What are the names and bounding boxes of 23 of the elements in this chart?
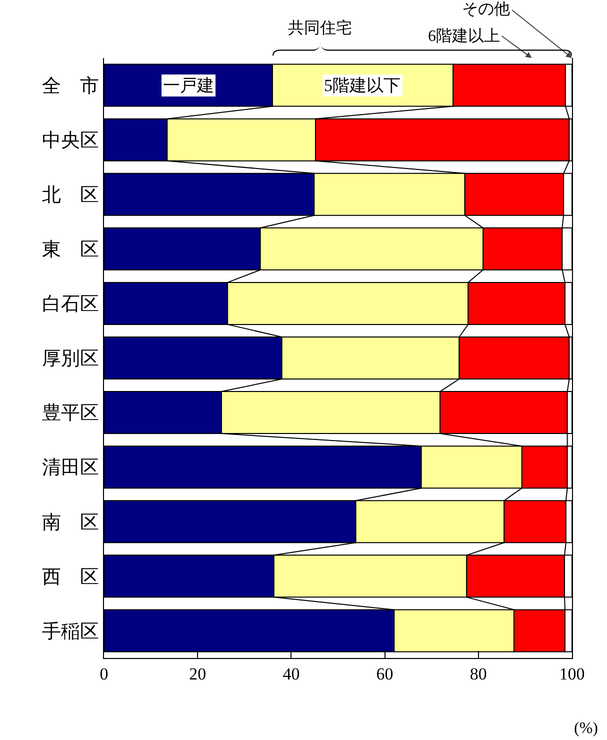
series-label: 一戸建 bbox=[163, 76, 214, 95]
y-tick-label: 南 区 bbox=[42, 512, 100, 534]
series-label: 6階建以上 bbox=[428, 27, 500, 45]
x-tick-label: 20 bbox=[189, 664, 206, 684]
y-tick-label: 西 区 bbox=[42, 566, 100, 588]
y-tick-label: 全 市 bbox=[42, 74, 100, 97]
x-axis-title: (%) bbox=[574, 720, 598, 737]
y-tick-label: 厚別区 bbox=[42, 348, 100, 370]
x-tick-label: 60 bbox=[376, 664, 394, 684]
x-tick-label: 100 bbox=[559, 664, 585, 684]
x-tick-label: 40 bbox=[282, 664, 300, 684]
x-tick-label: 80 bbox=[470, 664, 487, 684]
y-tick-label: 北 区 bbox=[42, 185, 100, 206]
y-tick-label: 白石区 bbox=[42, 294, 100, 316]
y-tick-label: 中央区 bbox=[42, 130, 100, 152]
y-tick-label: 東 区 bbox=[42, 240, 100, 261]
y-tick-label: 豊平区 bbox=[42, 403, 100, 424]
x-tick-label: 0 bbox=[100, 664, 108, 684]
text: その他 bbox=[462, 1, 510, 18]
y-tick-label: 手稲区 bbox=[42, 621, 100, 642]
y-tick-label: 清田区 bbox=[42, 458, 100, 479]
text: 共同住宅 bbox=[288, 19, 352, 37]
series-label: 5階建以下 bbox=[324, 76, 400, 95]
